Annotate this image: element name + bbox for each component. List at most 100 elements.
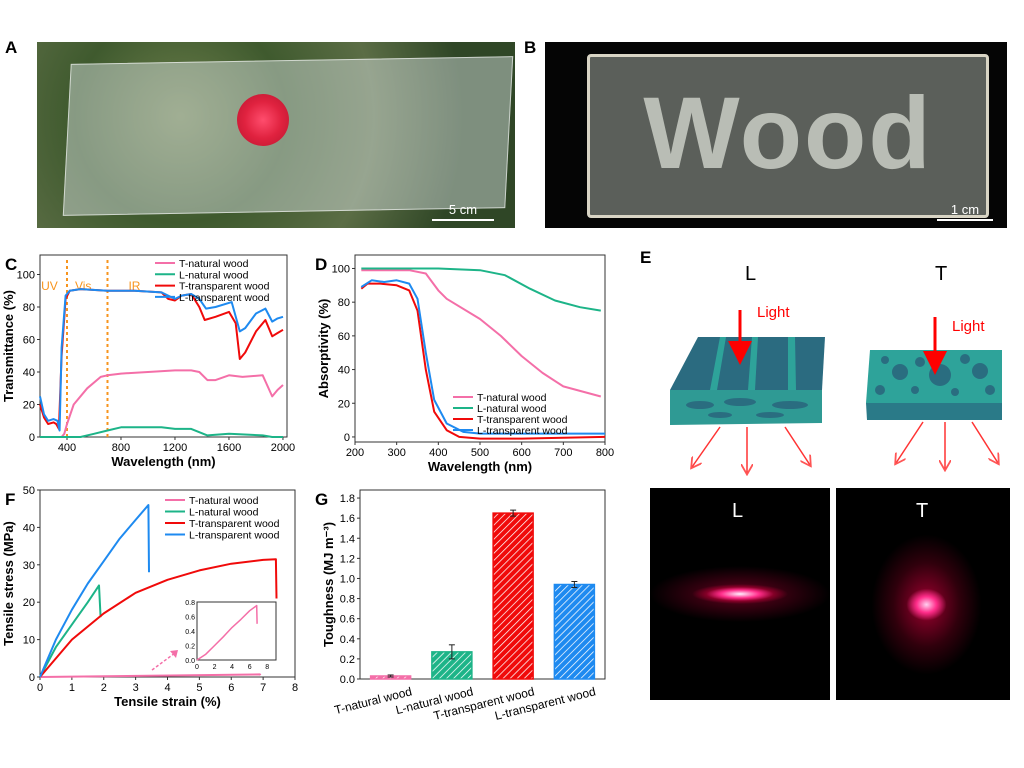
series-line-l-natural-wood [39,584,102,678]
series-line-l-natural-wood [361,267,601,312]
transverse-wood-block [866,350,1002,420]
inset-x-tick-label: 8 [265,664,269,671]
y-tick-label: 10 [23,635,35,647]
light-label-l: Light [757,304,790,321]
y-tick-label: 0 [29,672,35,684]
transparent-wood-plate: Wood [587,54,989,218]
region-label: UV [41,279,58,293]
inset-y-tick-label: 0.4 [185,629,195,636]
scattering-photo-l: L [650,488,830,700]
y-tick-label: 50 [23,485,35,497]
y-axis-title: Transmittance (%) [1,290,16,402]
x-tick-label: 2000 [271,442,295,454]
x-tick-label: 800 [596,447,614,459]
series-line-l-transparent-wood [39,288,284,432]
y-tick-label: 1.2 [340,553,355,565]
inset-x-tick-label: 4 [230,664,234,671]
x-tick-label: 200 [346,447,364,459]
y-tick-label: 100 [17,270,35,282]
light-label-t: Light [952,318,985,335]
series-line-t-transparent-wood [39,558,278,678]
legend-label: L-transparent wood [477,425,568,437]
x-tick-label: 7 [260,682,266,694]
x-tick-label: 6 [228,682,234,694]
light-scattering-schematic: L T Light Light [670,263,1002,485]
inset-pointer-arrow [151,652,176,671]
x-tick-label: 700 [554,447,572,459]
inset-y-tick-label: 0.2 [185,644,195,651]
region-label: IR [128,279,140,293]
x-tick-label: 400 [429,447,447,459]
y-tick-label: 100 [332,263,350,275]
panel-label: D [315,255,327,274]
legend-label: L-transparent wood [189,530,280,542]
y-axis-title: Toughness (MJ m⁻³) [321,522,336,647]
y-tick-label: 40 [23,522,35,534]
schematic-title-t: T [935,263,947,285]
x-tick-label: 8 [292,682,298,694]
inset-y-tick-label: 0.0 [185,658,195,665]
scattering-photo-t: T [836,488,1010,700]
y-tick-label: 0 [344,432,350,444]
region-label: Vis [75,279,91,293]
chart-transmittance: C 0 20 40 60 80 100 400 800 1200 1600 2000 Wavelengt… [1,254,295,469]
bar-t-transparent-wood [492,512,534,680]
y-tick-label: 1.6 [340,513,355,525]
series-line-l-transparent-wood [360,279,605,435]
photo-label-t: T [916,500,929,522]
y-tick-label: 20 [23,597,35,609]
red-flower [237,94,289,146]
x-tick-label: 300 [387,447,405,459]
x-tick-label: 1200 [163,442,187,454]
y-tick-label: 0.8 [340,594,355,606]
chart-absorptivity: D 0 20 40 60 80 100 200 300 400 500 600 700 800 Wavele… [315,254,614,474]
sample-text: Wood [643,76,933,190]
series-line-t-natural-wood [361,269,602,398]
inset-x-tick-label: 6 [248,664,252,671]
inset-x-tick-label: 0 [195,664,199,671]
x-tick-label: 800 [112,442,130,454]
legend-label: L-natural wood [189,507,259,519]
x-tick-label: 1 [69,682,75,694]
legend-label: T-transparent wood [189,518,280,530]
panel-label: G [315,490,328,509]
y-tick-label: 0.4 [340,634,355,646]
y-tick-label: 60 [23,335,35,347]
y-tick-label: 80 [23,302,35,314]
y-tick-label: 1.8 [340,493,355,505]
x-tick-label: 0 [37,682,43,694]
longitudinal-wood-block [670,337,825,425]
y-axis-title: Tensile stress (MPa) [1,521,16,646]
x-tick-label: 3 [133,682,139,694]
legend-label: L-natural wood [179,269,249,281]
y-tick-label: 80 [338,297,350,309]
x-tick-label: 400 [58,442,76,454]
series-line-l-transparent-wood [39,504,150,678]
legend-label: T-natural wood [179,258,249,270]
panel-label: C [5,255,17,274]
series-line-t-natural-wood [39,673,262,678]
series-line-t-transparent-wood [360,282,606,440]
y-tick-label: 20 [23,400,35,412]
y-tick-label: 0.2 [340,654,355,666]
y-tick-label: 40 [23,367,35,379]
series-line-l-natural-wood [40,426,283,438]
inset-pointer-arrowhead [170,650,178,658]
x-tick-label: 1600 [217,442,241,454]
y-tick-label: 40 [338,365,350,377]
series-line-t-natural-wood [40,369,284,438]
scale-bar-label: 1 cm [950,202,980,217]
panel-label: F [5,490,15,509]
chart-toughness: G 0.0 0.2 0.4 0.6 0.8 1.0 1.2 1.4 1.6 1.8 Toughness… [315,489,606,723]
transparent-wood-sheet [62,56,514,216]
scale-bar-a: 5 cm [432,202,494,221]
y-axis-title: Absorptivity (%) [316,299,331,399]
series-line-t-natural-wood [196,604,258,661]
x-tick-label: 600 [512,447,530,459]
inset-y-tick-label: 0.8 [185,600,195,607]
legend-label: L-transparent wood [179,292,270,304]
x-axis-title: Tensile strain (%) [114,694,221,709]
y-tick-label: 20 [338,398,350,410]
y-tick-label: 0.6 [340,614,355,626]
